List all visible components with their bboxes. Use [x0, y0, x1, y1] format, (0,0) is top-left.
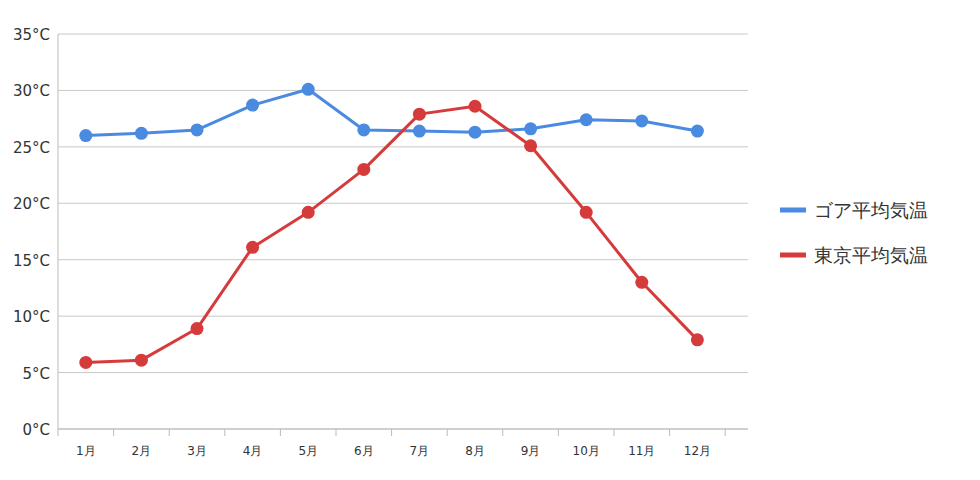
y-axis: [58, 34, 59, 429]
point: [79, 356, 92, 369]
x-tick: [725, 429, 726, 436]
x-tick: [169, 429, 170, 436]
point: [635, 276, 648, 289]
x-tick-label: 5月: [298, 444, 318, 458]
x-tick: [669, 429, 670, 436]
x-tick-label: 9月: [521, 444, 541, 458]
y-tick-label: 0°C: [22, 421, 50, 439]
x-tick-label: 7月: [410, 444, 430, 458]
point: [524, 139, 537, 152]
x-tick-label: 11月: [628, 444, 655, 458]
x-tick: [558, 429, 559, 436]
x-tick-label: 8月: [465, 444, 485, 458]
legend-swatch: [780, 208, 806, 213]
x-tick: [336, 429, 337, 436]
point: [524, 122, 537, 135]
point: [413, 108, 426, 121]
x-tick: [280, 429, 281, 436]
grid-line: [58, 90, 748, 91]
x-tick: [447, 429, 448, 436]
point: [191, 123, 204, 136]
y-tick-label: 35°C: [13, 26, 50, 44]
point: [357, 123, 370, 136]
x-tick-label: 3月: [187, 444, 207, 458]
x-tick-label: 12月: [684, 444, 711, 458]
x-tick-label: 4月: [243, 444, 263, 458]
x-tick: [58, 429, 59, 436]
series-line: [86, 89, 698, 135]
x-axis: [58, 429, 748, 430]
grid-line: [58, 259, 748, 260]
point: [302, 206, 315, 219]
x-tick-label: 2月: [132, 444, 152, 458]
y-tick-label: 15°C: [13, 252, 50, 270]
grid-line: [58, 203, 748, 204]
point: [191, 322, 204, 335]
point: [691, 333, 704, 346]
point: [580, 206, 593, 219]
chart: 0°C 5°C 10°C 15°C 20°C 25°C 30°C 35°C 1月 2月 3月 4月 5月…: [0, 0, 980, 480]
y-tick-label: 10°C: [13, 308, 50, 326]
point: [246, 241, 259, 254]
series-line: [86, 106, 698, 362]
legend-label: 東京平均気温: [814, 244, 928, 266]
x-tick: [614, 429, 615, 436]
point: [357, 163, 370, 176]
point: [469, 100, 482, 113]
grid-line: [58, 146, 748, 147]
point: [691, 125, 704, 138]
x-tick: [224, 429, 225, 436]
y-tick-label: 30°C: [13, 82, 50, 100]
point: [246, 99, 259, 112]
point: [413, 125, 426, 138]
x-tick-label: 1月: [76, 444, 96, 458]
plot-area: [79, 83, 704, 369]
y-tick-label: 5°C: [22, 365, 50, 383]
legend-label: ゴア平均気温: [814, 199, 928, 221]
x-tick-label: 10月: [573, 444, 600, 458]
y-tick-label: 25°C: [13, 139, 50, 157]
y-tick-label: 20°C: [13, 195, 50, 213]
point: [135, 354, 148, 367]
x-tick: [113, 429, 114, 436]
point: [469, 126, 482, 139]
point: [580, 113, 593, 126]
grid-line: [58, 316, 748, 317]
legend-swatch: [780, 253, 806, 258]
grid-line: [58, 34, 748, 35]
x-tick: [502, 429, 503, 436]
point: [135, 127, 148, 140]
grid-line: [58, 429, 748, 430]
point: [635, 114, 648, 127]
x-tick: [391, 429, 392, 436]
point: [302, 83, 315, 96]
x-tick-label: 6月: [354, 444, 374, 458]
grid-line: [58, 372, 748, 373]
point: [79, 129, 92, 142]
